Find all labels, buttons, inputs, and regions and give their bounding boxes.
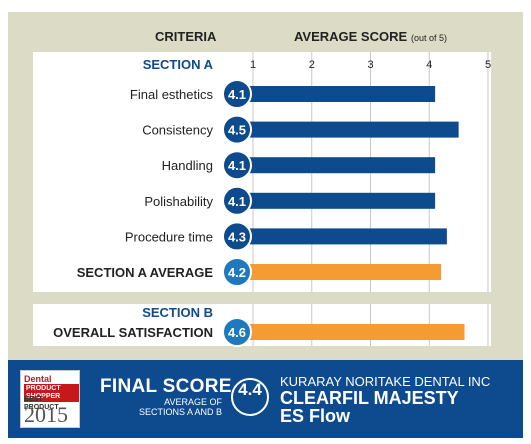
x-tick-label: 5	[485, 59, 491, 71]
score-circle	[222, 317, 252, 347]
criterion-label: Polishability	[144, 194, 213, 209]
score-value-label: 4.6	[228, 325, 246, 340]
score-bar	[233, 264, 441, 280]
score-bar	[233, 121, 459, 138]
score-circle	[222, 114, 252, 145]
final-score-title: FINAL SCORE	[100, 376, 232, 397]
score-value-label: 4.3	[228, 229, 246, 244]
criterion-label: Procedure time	[125, 229, 213, 244]
score-value-label: 4.1	[228, 194, 246, 209]
score-bar	[233, 157, 436, 174]
score-bar	[233, 324, 465, 340]
score-circle	[222, 79, 252, 109]
average-score-subheader: (out of 5)	[411, 33, 447, 43]
x-tick-label: 3	[367, 59, 373, 71]
x-tick-label: 1	[250, 59, 256, 71]
criterion-label: Final esthetics	[130, 87, 214, 102]
badge-best-product-text: BEST PRODUCT	[24, 396, 59, 411]
final-score-footer: Dental PRODUCT SHOPPER BEST PRODUCT 2015…	[8, 360, 523, 438]
final-score-subtitle-1: AVERAGE OF	[164, 397, 222, 407]
x-tick-label: 4	[426, 59, 432, 71]
average-score-header: AVERAGE SCORE	[294, 29, 407, 44]
score-value-label: 4.5	[228, 123, 246, 138]
x-tick-label: 2	[309, 59, 315, 71]
score-circle	[222, 221, 252, 252]
criteria-header: CRITERIA	[155, 29, 217, 44]
final-score-value: 4.4	[231, 378, 269, 416]
criterion-label: Consistency	[142, 123, 213, 138]
section-title: SECTION B	[142, 305, 213, 320]
criterion-label: Handling	[162, 158, 213, 173]
badge-year-text: 2015	[24, 402, 68, 427]
product-name-line-1: CLEARFIL MAJESTY	[280, 388, 459, 408]
score-value-label: 4.2	[228, 265, 246, 280]
company-name: KURARAY NORITAKE DENTAL INC	[280, 374, 491, 389]
score-chart: CRITERIA AVERAGE SCORE (out of 5) SECTION A…	[33, 29, 491, 347]
badge-dental-text: Dental	[24, 374, 52, 384]
criterion-label: OVERALL SATISFACTION	[53, 325, 213, 340]
score-circle	[222, 150, 252, 181]
score-value-label: 4.1	[228, 158, 246, 173]
score-value-label: 4.1	[228, 87, 246, 102]
product-name-line-2: ES Flow	[280, 406, 351, 426]
score-circle	[222, 257, 252, 287]
score-bar	[233, 86, 436, 102]
score-bar	[233, 228, 447, 245]
score-bar	[233, 192, 436, 209]
best-product-badge: Dental PRODUCT SHOPPER BEST PRODUCT 2015	[20, 370, 80, 428]
badge-product-shopper-text: PRODUCT SHOPPER	[24, 384, 79, 402]
criterion-label: SECTION A AVERAGE	[77, 265, 214, 280]
section-title: SECTION A	[143, 57, 214, 72]
score-circle	[222, 185, 252, 216]
final-score-subtitle-2: SECTIONS A AND B	[138, 407, 222, 417]
